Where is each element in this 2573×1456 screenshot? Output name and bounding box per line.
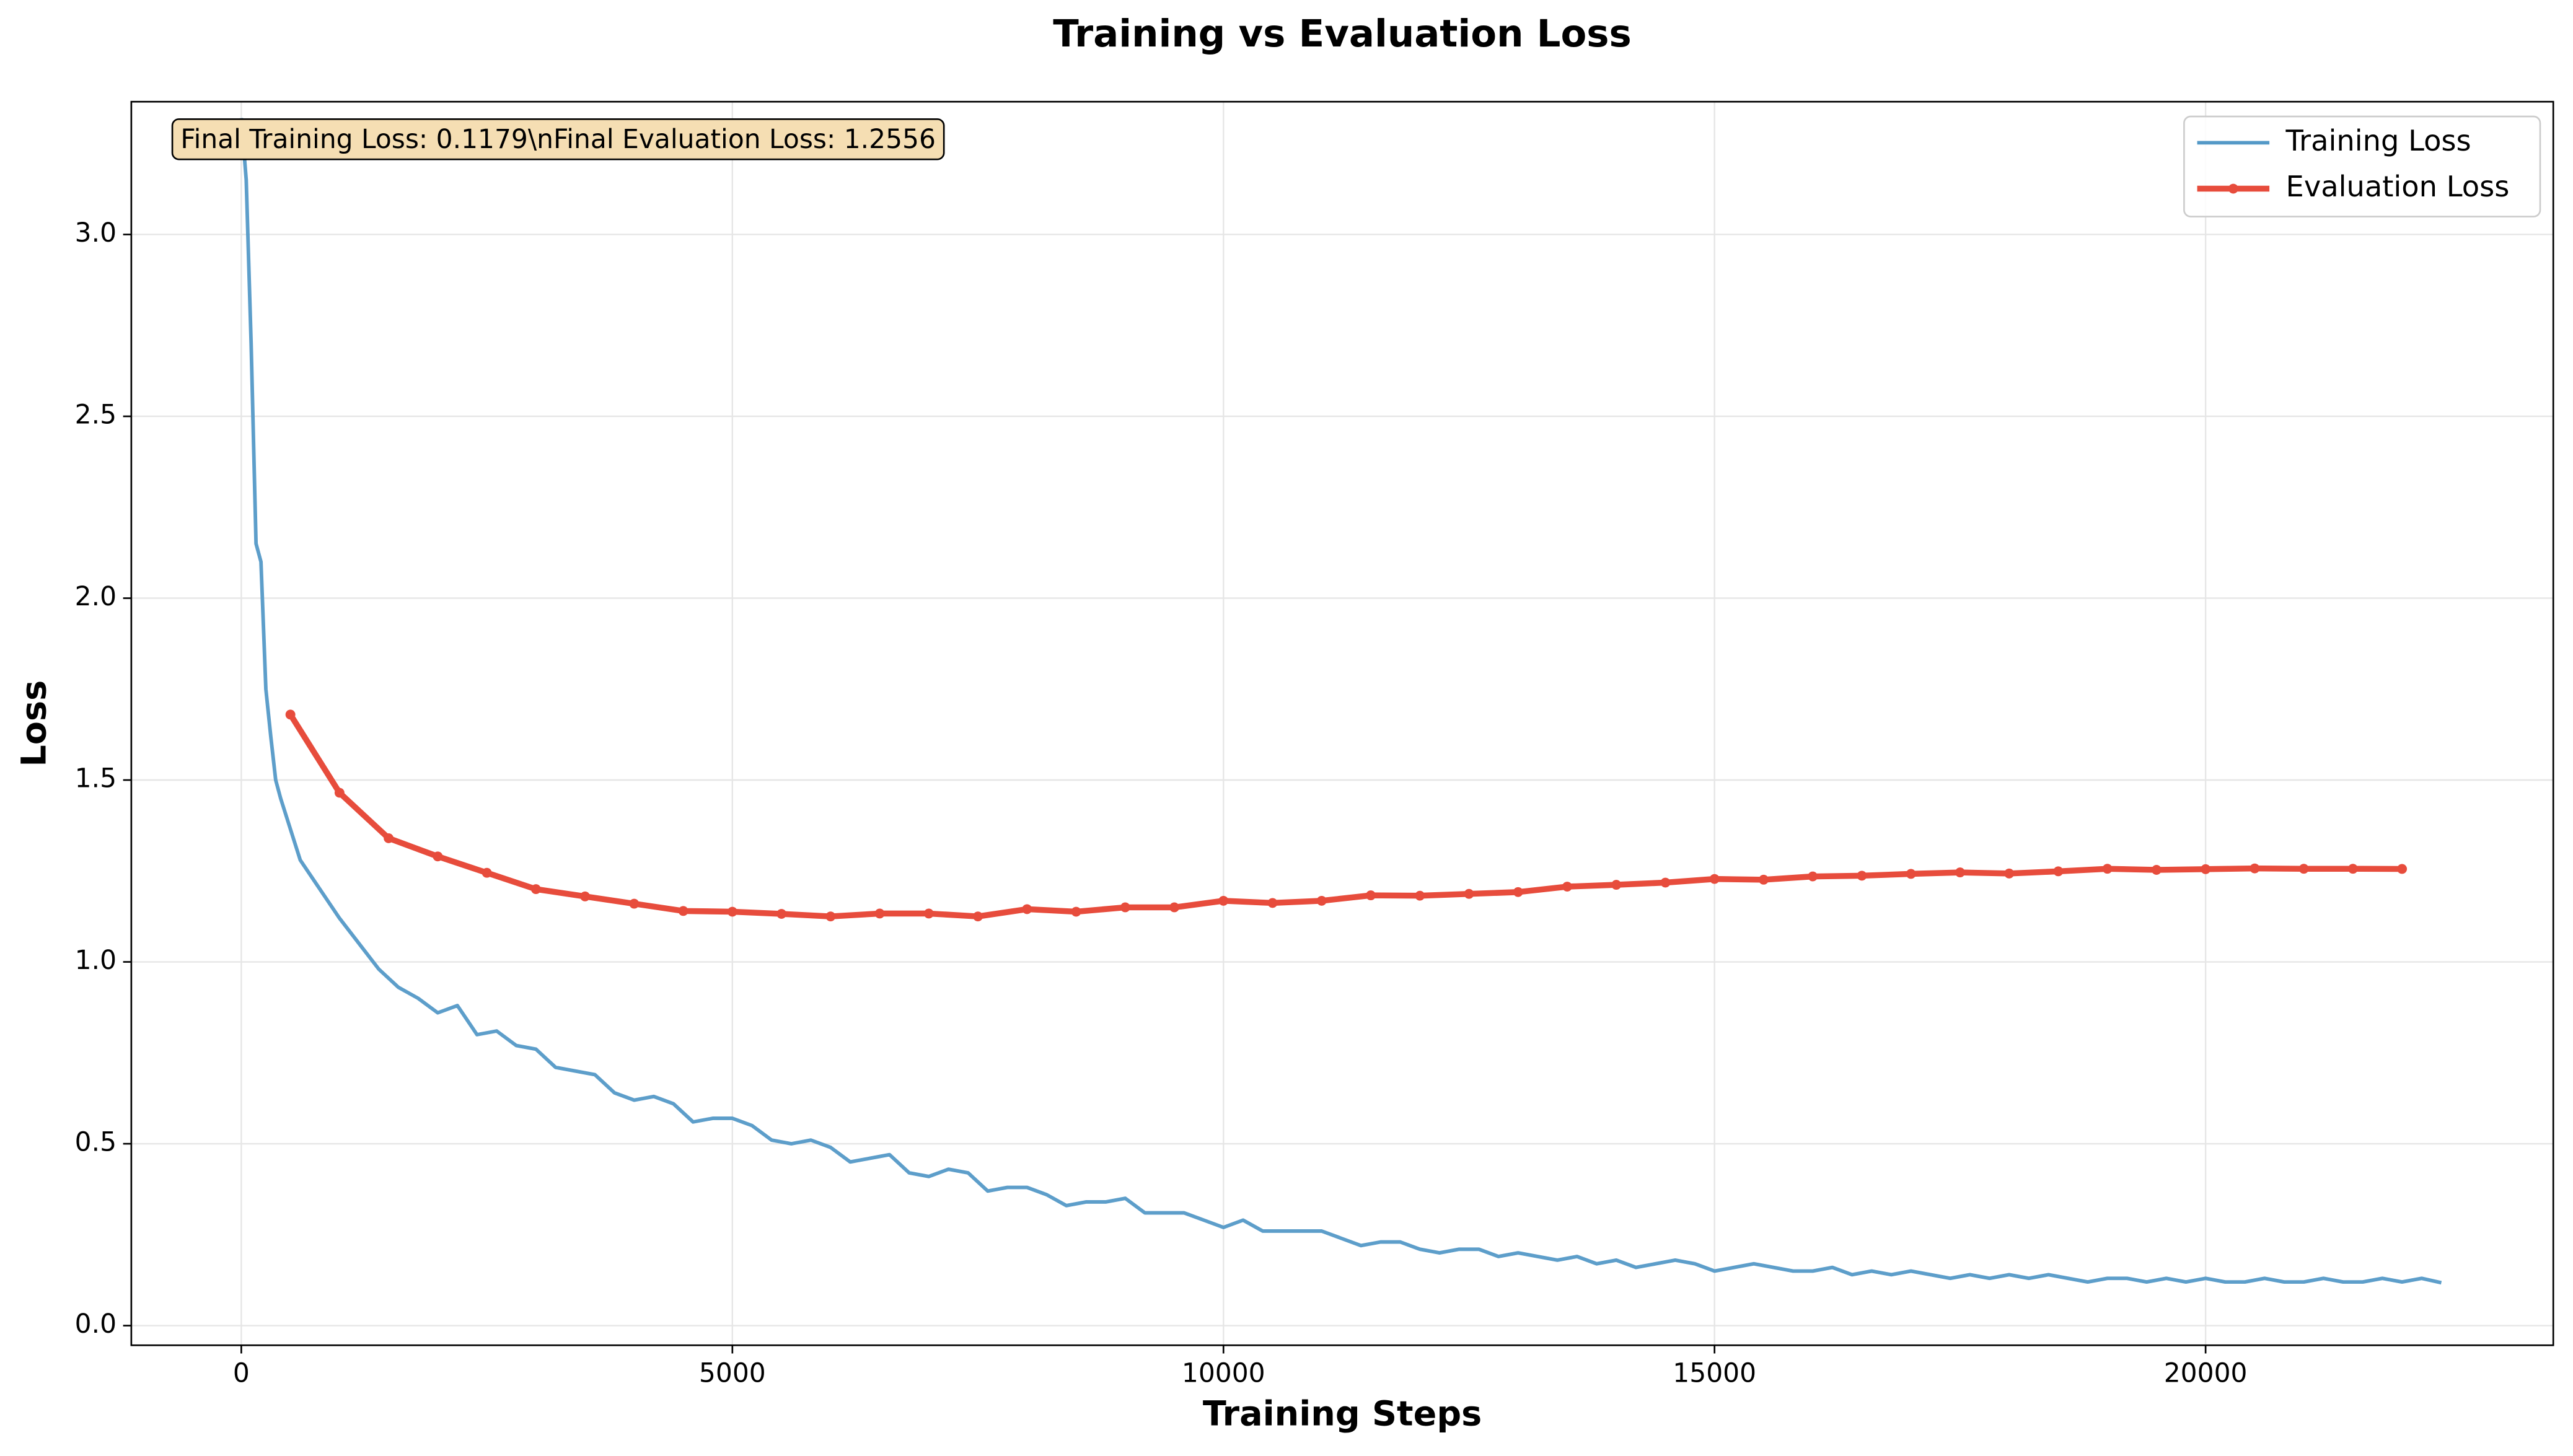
eval-marker: [1709, 874, 1720, 884]
eval-marker: [334, 787, 345, 798]
eval-marker: [2151, 865, 2162, 875]
eval-marker: [727, 906, 737, 917]
eval-marker: [1808, 871, 1818, 882]
eval-marker: [1415, 890, 1425, 901]
eval-marker: [285, 709, 296, 720]
eval-marker: [874, 908, 885, 919]
y-tick-label: 0.5: [75, 1127, 117, 1157]
legend-label: Evaluation Loss: [2286, 170, 2510, 203]
eval-marker: [1267, 898, 1278, 908]
eval-marker: [433, 851, 443, 862]
series-line: [239, 118, 2442, 1285]
y-tick-label: 1.5: [75, 763, 117, 794]
eval-marker: [1857, 871, 1867, 881]
plot-frame: [130, 100, 2554, 1346]
eval-marker: [2004, 868, 2015, 879]
annotation-box: [171, 118, 945, 160]
eval-marker: [1562, 882, 1572, 892]
eval-marker: [2347, 864, 2358, 874]
eval-marker: [1513, 887, 1523, 897]
eval-marker: [2250, 863, 2260, 874]
eval-marker: [1022, 904, 1032, 914]
x-tick-label: 5000: [699, 1357, 766, 1388]
eval-marker: [580, 891, 591, 901]
legend-label: Training Loss: [2285, 124, 2471, 157]
series-line: [288, 713, 2403, 919]
x-axis-label: Training Steps: [1203, 1393, 1482, 1434]
annotation: Final Training Loss: 0.1179\nFinal Evalu…: [180, 124, 936, 154]
eval-marker: [2397, 864, 2408, 874]
eval-marker: [1120, 902, 1130, 913]
eval-marker: [2201, 864, 2211, 874]
eval-marker: [1366, 890, 1376, 901]
eval-marker: [1955, 867, 1965, 878]
y-tick-label: 1.0: [75, 945, 117, 975]
eval-marker: [1218, 895, 1229, 906]
eval-marker: [923, 908, 934, 919]
y-axis-label: Loss: [14, 680, 54, 767]
eval-marker: [530, 884, 541, 895]
legend-marker: [2228, 183, 2238, 194]
x-tick-label: 20000: [2164, 1357, 2248, 1388]
eval-marker: [1464, 888, 1474, 899]
eval-marker: [1169, 902, 1179, 913]
eval-marker: [2298, 864, 2309, 874]
chart-title: Training vs Evaluation Loss: [1053, 12, 1632, 56]
eval-marker: [1071, 906, 1081, 917]
y-tick-label: 2.0: [75, 581, 117, 612]
legend-box: [2183, 115, 2541, 217]
eval-marker: [384, 833, 394, 843]
x-tick-label: 15000: [1673, 1357, 1756, 1388]
eval-marker: [776, 909, 787, 919]
eval-marker: [1316, 895, 1327, 906]
x-tick-label: 10000: [1182, 1357, 1265, 1388]
eval-marker: [1758, 874, 1769, 885]
eval-marker: [1906, 869, 1916, 879]
eval-marker: [2102, 864, 2113, 874]
eval-marker: [482, 867, 492, 878]
eval-marker: [629, 898, 640, 909]
y-tick-label: 2.5: [75, 399, 117, 429]
eval-marker: [825, 911, 836, 922]
eval-marker: [1660, 877, 1671, 888]
y-tick-label: 3.0: [75, 217, 117, 248]
eval-marker: [678, 906, 688, 916]
eval-marker: [973, 911, 983, 922]
eval-marker: [1611, 880, 1622, 890]
y-tick-label: 0.0: [75, 1309, 117, 1339]
x-tick-label: 0: [233, 1357, 250, 1388]
eval-marker: [2053, 866, 2064, 877]
